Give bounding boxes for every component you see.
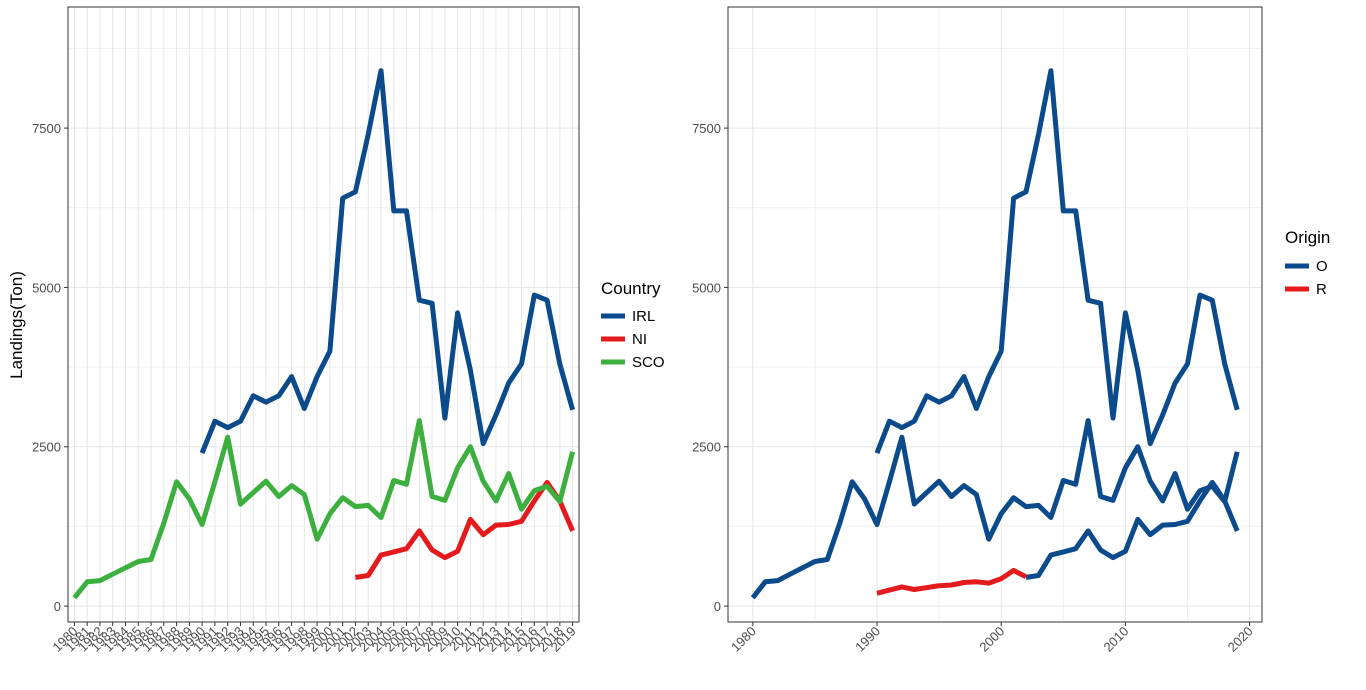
- series-line-sco: [72, 418, 576, 600]
- panel-border: [67, 6, 580, 623]
- x-tick-label: 2020: [1225, 624, 1256, 655]
- x-tick-label: 2010: [1100, 624, 1131, 655]
- y-tick-label: 7500: [32, 121, 61, 136]
- series-line-o: [1025, 479, 1240, 580]
- legend-label-ni: NI: [632, 331, 647, 348]
- x-tick-label: 1980: [728, 624, 759, 655]
- x-tick-label: 1990: [852, 624, 883, 655]
- legend-title: Country: [601, 279, 661, 298]
- y-tick-label: 0: [54, 599, 61, 614]
- legend-title: Origin: [1285, 228, 1330, 247]
- y-tick-label: 7500: [692, 121, 721, 136]
- series-line-o: [750, 418, 1240, 600]
- legend: Origin OR: [1285, 228, 1330, 298]
- y-tick-label: 0: [714, 599, 721, 614]
- x-tick-label: 2000: [976, 624, 1007, 655]
- series-line-irl: [199, 68, 576, 455]
- plot-background: [728, 7, 1262, 622]
- series-line-o: [874, 68, 1240, 455]
- legend-label-o: O: [1316, 258, 1328, 275]
- y-tick-label: 5000: [692, 280, 721, 295]
- legend-label-r: R: [1316, 281, 1327, 298]
- legend: Country IRL NI SCO: [601, 279, 665, 371]
- y-tick-label: 2500: [692, 440, 721, 455]
- legend-label-sco: SCO: [632, 354, 665, 371]
- series-line-ni: [355, 479, 575, 580]
- plot-background: [68, 7, 579, 622]
- panel-1: 0250050007500198019811982198319841985198…: [7, 6, 665, 655]
- series-line-r: [876, 567, 1028, 596]
- legend-label-irl: IRL: [632, 308, 655, 325]
- y-tick-label: 2500: [32, 440, 61, 455]
- y-tick-label: 5000: [32, 280, 61, 295]
- panel-border: [727, 6, 1263, 623]
- y-axis-label: Landings(Ton): [7, 271, 26, 379]
